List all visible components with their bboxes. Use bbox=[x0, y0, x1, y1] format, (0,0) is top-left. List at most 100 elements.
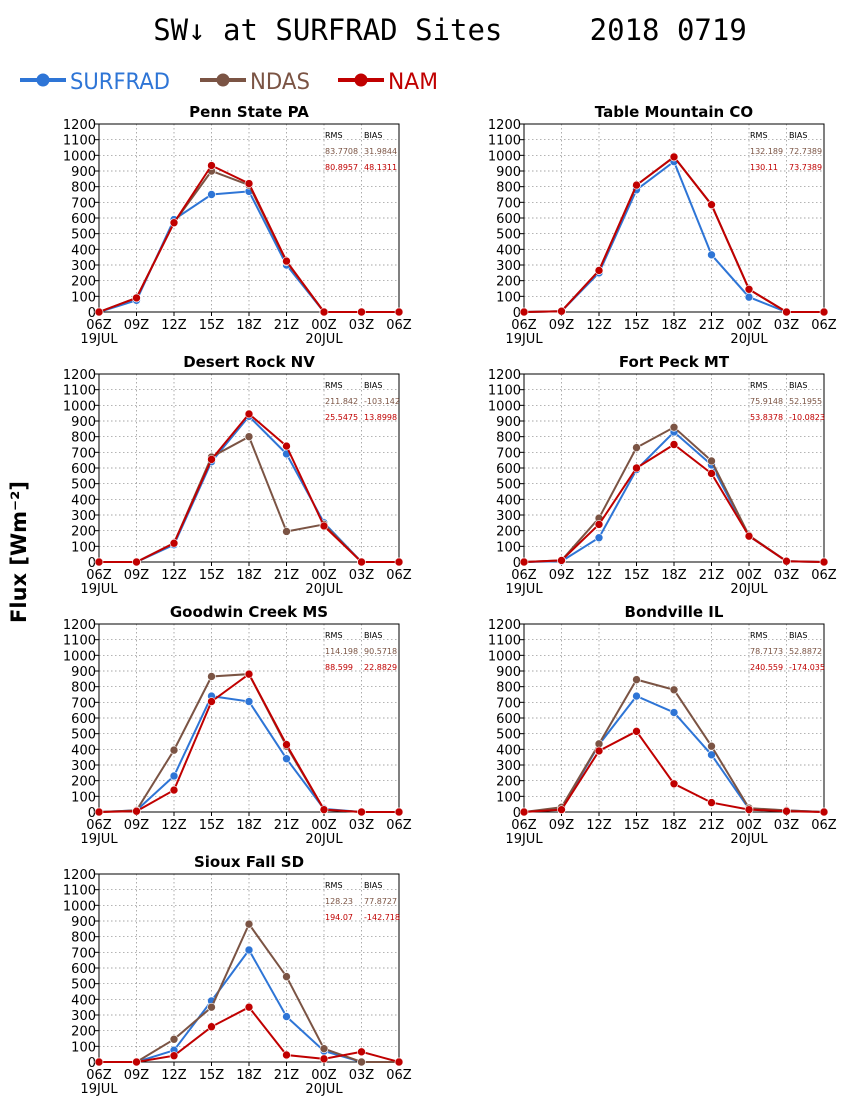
stats-box: RMS BIAS 83.7708 31.9844 80.8957 48.1311 bbox=[325, 131, 397, 172]
panel-title: Penn State PA bbox=[189, 103, 309, 121]
y-tick-label: 300 bbox=[71, 1009, 96, 1024]
legend-label: SURFRAD bbox=[70, 70, 170, 95]
x-tick-label: 15Z bbox=[199, 818, 225, 833]
stats-rms-value: 114.198 bbox=[325, 647, 358, 656]
panel-penn-state-pa: Penn State PA 010020030040050060070080090… bbox=[63, 103, 412, 347]
data-point bbox=[132, 806, 141, 816]
x-tick-label: 09Z bbox=[549, 568, 575, 583]
stats-rms-value: 80.8957 bbox=[325, 163, 358, 172]
y-tick-label: 1100 bbox=[63, 134, 96, 149]
legend-label: NDAS bbox=[250, 70, 310, 95]
y-tick-label: 800 bbox=[71, 931, 96, 946]
data-point bbox=[319, 521, 329, 531]
data-point bbox=[207, 1022, 216, 1032]
y-tick-label: 900 bbox=[71, 915, 96, 930]
data-point bbox=[357, 807, 366, 817]
data-point bbox=[594, 533, 604, 543]
y-tick-label: 700 bbox=[71, 196, 96, 211]
y-tick-label: 300 bbox=[496, 509, 521, 524]
x-tick-label: 00Z bbox=[311, 818, 337, 833]
x-tick-label: 06Z bbox=[386, 318, 412, 333]
x-tick-label: 06Z bbox=[386, 568, 412, 583]
data-point bbox=[319, 1044, 329, 1053]
legend-item-surfrad: SURFRAD bbox=[20, 70, 170, 95]
y-tick-label: 1200 bbox=[63, 118, 96, 133]
data-point bbox=[394, 807, 404, 817]
data-point bbox=[357, 557, 366, 567]
x-tick-label: 18Z bbox=[661, 818, 687, 833]
data-point bbox=[394, 557, 404, 567]
y-tick-label: 1000 bbox=[63, 899, 96, 914]
data-point bbox=[132, 293, 141, 303]
x-tick-label: 06Z bbox=[86, 818, 112, 833]
x-tick-label: 06Z bbox=[511, 568, 537, 583]
y-tick-label: 1200 bbox=[63, 618, 96, 633]
panel-title: Sioux Fall SD bbox=[194, 853, 304, 871]
panel-goodwin-creek-ms: Goodwin Creek MS 010020030040050060070080… bbox=[63, 603, 412, 847]
x-tick-label: 09Z bbox=[124, 818, 150, 833]
y-tick-label: 400 bbox=[496, 743, 521, 758]
x-date-label: 19JUL bbox=[505, 832, 543, 847]
y-tick-label: 500 bbox=[71, 978, 96, 993]
x-tick-label: 06Z bbox=[811, 318, 837, 333]
data-point bbox=[282, 256, 291, 266]
data-point bbox=[244, 1002, 254, 1012]
x-tick-label: 12Z bbox=[161, 318, 187, 333]
stats-rms-value: 130.11 bbox=[750, 163, 778, 172]
stats-bias-value: -103.142 bbox=[364, 397, 400, 406]
stats-rms-value: 53.8378 bbox=[750, 413, 783, 422]
x-date-label: 19JUL bbox=[505, 332, 543, 347]
stats-rms-value: 194.07 bbox=[325, 913, 353, 922]
y-tick-label: 700 bbox=[71, 696, 96, 711]
y-tick-label: 200 bbox=[71, 1025, 96, 1040]
y-axis-label: Flux [Wm⁻²] bbox=[7, 481, 31, 623]
data-point bbox=[669, 779, 679, 789]
y-tick-label: 0 bbox=[513, 306, 521, 321]
x-tick-label: 18Z bbox=[661, 318, 687, 333]
data-point bbox=[707, 250, 716, 260]
x-date-label: 20JUL bbox=[730, 832, 768, 847]
data-point bbox=[632, 727, 641, 736]
y-tick-label: 200 bbox=[71, 275, 96, 290]
x-tick-label: 09Z bbox=[124, 568, 150, 583]
data-point bbox=[244, 179, 254, 188]
stats-header-bias: BIAS bbox=[789, 381, 807, 390]
x-tick-label: 03Z bbox=[774, 318, 800, 333]
x-tick-label: 21Z bbox=[274, 1068, 300, 1083]
stats-bias-value: 72.7389 bbox=[789, 147, 822, 156]
x-tick-label: 03Z bbox=[774, 818, 800, 833]
x-tick-label: 03Z bbox=[349, 1068, 375, 1083]
y-tick-label: 0 bbox=[513, 806, 521, 821]
y-tick-label: 0 bbox=[88, 806, 96, 821]
data-point bbox=[244, 945, 254, 955]
y-tick-label: 200 bbox=[496, 775, 521, 790]
y-tick-label: 800 bbox=[71, 181, 96, 196]
panel-title: Bondville IL bbox=[625, 603, 724, 621]
x-tick-label: 06Z bbox=[511, 318, 537, 333]
x-tick-label: 03Z bbox=[774, 568, 800, 583]
x-tick-label: 12Z bbox=[586, 568, 612, 583]
x-date-label: 20JUL bbox=[305, 582, 343, 597]
y-tick-label: 1200 bbox=[488, 368, 521, 383]
data-point bbox=[207, 697, 216, 706]
x-tick-label: 21Z bbox=[274, 818, 300, 833]
panel-title: Fort Peck MT bbox=[619, 353, 730, 371]
y-tick-label: 700 bbox=[496, 446, 521, 461]
y-tick-label: 300 bbox=[71, 509, 96, 524]
y-tick-label: 300 bbox=[496, 759, 521, 774]
legend-label: NAM bbox=[388, 70, 438, 95]
series-nam bbox=[519, 727, 829, 817]
x-tick-label: 12Z bbox=[586, 818, 612, 833]
y-tick-label: 500 bbox=[496, 478, 521, 493]
x-tick-label: 09Z bbox=[124, 1068, 150, 1083]
series-nam bbox=[94, 1002, 404, 1067]
x-date-label: 20JUL bbox=[730, 582, 768, 597]
data-point bbox=[394, 307, 404, 317]
y-tick-label: 1100 bbox=[63, 884, 96, 899]
y-tick-label: 600 bbox=[71, 712, 96, 727]
stats-header-rms: RMS bbox=[325, 131, 343, 140]
data-point bbox=[207, 1002, 216, 1012]
data-point bbox=[244, 669, 254, 679]
stats-bias-value: -174.035 bbox=[789, 663, 825, 672]
